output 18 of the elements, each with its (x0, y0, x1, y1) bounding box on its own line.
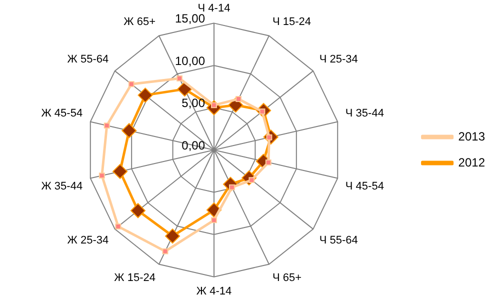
spoke-label: Ж 45-54 (41, 107, 83, 120)
spoke-label: Ж 35-44 (41, 180, 83, 193)
spoke-label: Ч 35-44 (345, 107, 384, 120)
spoke-label: Ж 65+ (124, 16, 156, 28)
spoke-label: Ж 15-24 (114, 272, 156, 284)
spoke-label: Ч 65+ (272, 272, 302, 284)
spoke-label: Ж 4-14 (196, 285, 232, 298)
spoke-label: Ж 25-34 (67, 234, 109, 247)
y-tick-label: 0,00 (182, 138, 206, 152)
spoke-label: Ж 55-64 (67, 53, 109, 66)
legend-label: 2012 (458, 155, 486, 170)
legend-label: 2013 (458, 129, 486, 144)
spoke-label: Ч 55-64 (319, 234, 358, 247)
y-tick-label: 5,00 (182, 96, 206, 110)
spoke-label: Ч 15-24 (272, 16, 312, 28)
spoke-label: Ч 25-34 (319, 53, 358, 66)
spoke-label: Ч 45-54 (345, 180, 384, 193)
y-tick-label: 10,00 (174, 54, 206, 68)
